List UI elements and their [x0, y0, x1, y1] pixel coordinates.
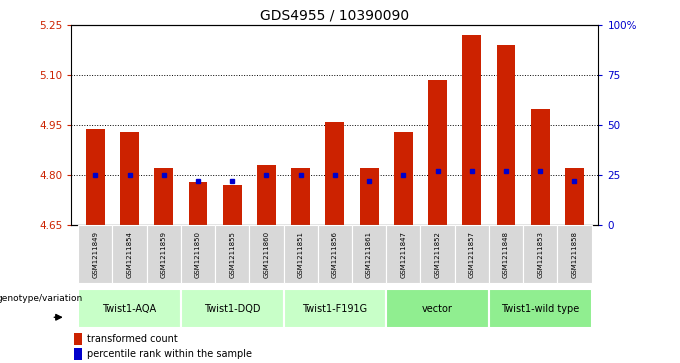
Bar: [386, 289, 489, 328]
Text: GSM1211854: GSM1211854: [126, 231, 133, 278]
Bar: [78, 289, 181, 328]
Text: genotype/variation: genotype/variation: [0, 294, 82, 303]
Text: GSM1211856: GSM1211856: [332, 231, 338, 278]
Bar: [86, 129, 105, 225]
Text: Twist1-DQD: Twist1-DQD: [204, 303, 260, 314]
Bar: [360, 168, 379, 225]
Text: vector: vector: [422, 303, 453, 314]
Bar: [531, 109, 549, 225]
Bar: [291, 168, 310, 225]
Bar: [215, 225, 250, 283]
Bar: [420, 225, 455, 283]
Text: GSM1211850: GSM1211850: [195, 231, 201, 278]
Bar: [489, 289, 592, 328]
Text: GSM1211860: GSM1211860: [263, 231, 269, 278]
Bar: [112, 225, 147, 283]
Text: GSM1211857: GSM1211857: [469, 231, 475, 278]
Bar: [250, 225, 284, 283]
Bar: [318, 225, 352, 283]
Text: Twist1-AQA: Twist1-AQA: [103, 303, 156, 314]
Bar: [223, 185, 241, 225]
Bar: [428, 80, 447, 225]
Bar: [181, 289, 284, 328]
Text: transformed count: transformed count: [87, 334, 178, 344]
Bar: [455, 225, 489, 283]
Text: GSM1211853: GSM1211853: [537, 231, 543, 278]
Title: GDS4955 / 10390090: GDS4955 / 10390090: [260, 9, 409, 23]
Bar: [394, 132, 413, 225]
Text: GSM1211855: GSM1211855: [229, 231, 235, 278]
Bar: [284, 225, 318, 283]
Bar: [188, 182, 207, 225]
Bar: [326, 122, 344, 225]
Text: GSM1211847: GSM1211847: [401, 231, 407, 278]
Bar: [386, 225, 420, 283]
Text: GSM1211858: GSM1211858: [571, 231, 577, 278]
Text: GSM1211849: GSM1211849: [92, 231, 99, 278]
Bar: [257, 165, 276, 225]
Bar: [74, 348, 82, 360]
Bar: [147, 225, 181, 283]
Bar: [489, 225, 523, 283]
Bar: [462, 36, 481, 225]
Bar: [565, 168, 584, 225]
Bar: [523, 225, 558, 283]
Text: Twist1-F191G: Twist1-F191G: [303, 303, 367, 314]
Text: GSM1211861: GSM1211861: [366, 231, 372, 278]
Text: GSM1211852: GSM1211852: [435, 231, 441, 278]
Text: percentile rank within the sample: percentile rank within the sample: [87, 349, 252, 359]
Bar: [78, 225, 112, 283]
Bar: [154, 168, 173, 225]
Bar: [496, 45, 515, 225]
Text: Twist1-wild type: Twist1-wild type: [501, 303, 579, 314]
Bar: [181, 225, 215, 283]
Text: GSM1211851: GSM1211851: [298, 231, 304, 278]
Text: GSM1211859: GSM1211859: [160, 231, 167, 278]
Text: GSM1211848: GSM1211848: [503, 231, 509, 278]
Bar: [352, 225, 386, 283]
Bar: [120, 132, 139, 225]
Bar: [558, 225, 592, 283]
Bar: [74, 333, 82, 345]
Bar: [284, 289, 386, 328]
